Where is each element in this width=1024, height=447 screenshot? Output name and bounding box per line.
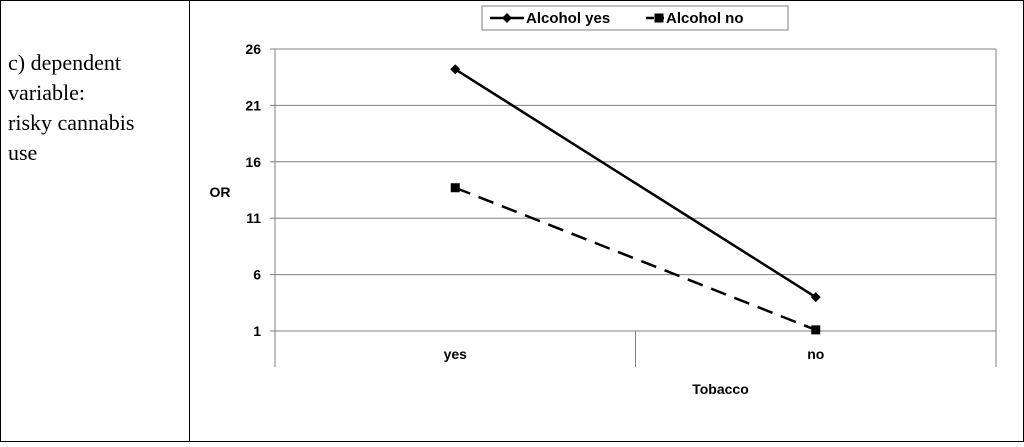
- legend-label: Alcohol no: [666, 10, 744, 27]
- y-tick-label: 6: [253, 267, 261, 283]
- caption-text: c) dependent variable: risky cannabis us…: [8, 48, 184, 168]
- y-tick-label: 21: [245, 97, 261, 113]
- y-axis-title: OR: [210, 184, 231, 200]
- x-tick-label: yes: [444, 346, 468, 362]
- legend-label: Alcohol yes: [526, 10, 610, 27]
- data-point: [810, 292, 821, 303]
- y-tick-label: 26: [245, 41, 261, 57]
- caption-line: risky cannabis: [8, 110, 135, 135]
- legend-marker: [654, 13, 664, 23]
- series-line: [454, 68, 817, 299]
- legend-marker: [502, 13, 512, 23]
- data-point: [450, 183, 460, 193]
- legend-box: [481, 5, 789, 31]
- caption-line: variable:: [8, 80, 85, 105]
- data-point: [450, 64, 461, 75]
- data-point: [811, 325, 821, 335]
- caption-cell: c) dependent variable: risky cannabis us…: [0, 0, 190, 442]
- y-tick-label: 11: [246, 210, 261, 226]
- caption-line: c) dependent: [8, 50, 121, 75]
- y-tick-label: 16: [245, 154, 261, 170]
- y-tick-label: 1: [253, 323, 261, 339]
- x-axis-title: Tobacco: [692, 381, 749, 397]
- chart-cell: 1 6 11 16 21 26 yes no Tobacco OR Alcohol yes Alcoh…: [190, 0, 1024, 442]
- series-line: [454, 186, 817, 332]
- x-tick-label: no: [807, 346, 824, 362]
- caption-line: use: [8, 140, 38, 165]
